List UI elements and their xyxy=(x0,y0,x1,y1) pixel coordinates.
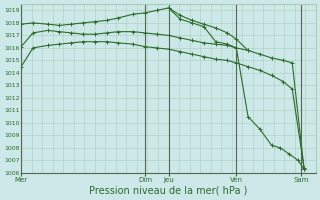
X-axis label: Pression niveau de la mer( hPa ): Pression niveau de la mer( hPa ) xyxy=(89,186,248,196)
